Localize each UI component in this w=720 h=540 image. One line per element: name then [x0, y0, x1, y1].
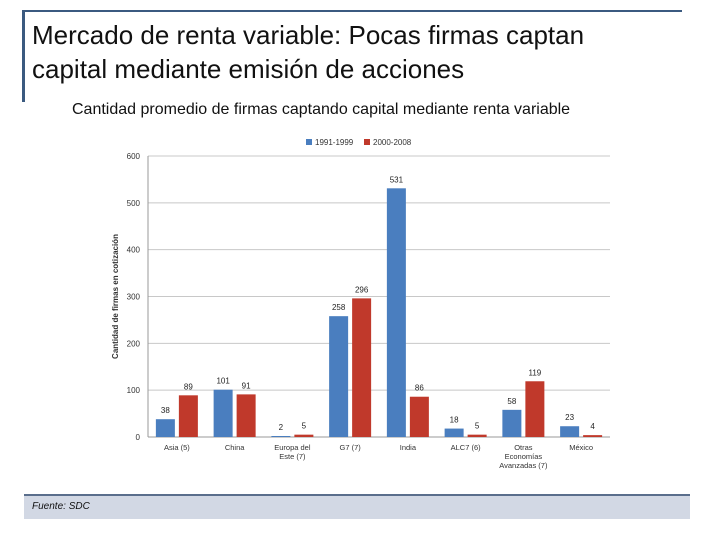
legend-label: 2000-2008	[373, 138, 412, 147]
y-tick-label: 0	[136, 433, 141, 442]
data-label: 91	[242, 381, 251, 390]
bar	[294, 434, 314, 437]
bar	[271, 436, 291, 437]
bar	[213, 389, 233, 437]
data-label: 101	[216, 377, 230, 386]
bar	[329, 316, 349, 437]
data-label: 38	[161, 406, 170, 415]
legend-label: 1991-1999	[315, 138, 354, 147]
data-label: 23	[565, 413, 574, 422]
bar	[386, 188, 406, 437]
x-tick-label: Otras Economías Avanzadas (7)	[499, 443, 548, 470]
legend-swatch	[364, 139, 370, 145]
y-tick-label: 200	[127, 339, 141, 348]
y-tick-label: 600	[127, 152, 141, 161]
bar	[236, 394, 256, 437]
chart-subtitle: Cantidad promedio de firmas captando cap…	[72, 101, 571, 118]
bar	[525, 381, 545, 437]
bar	[467, 434, 487, 437]
y-tick-label: 500	[127, 199, 141, 208]
x-tick-label: Asia (5)	[164, 443, 190, 452]
x-tick-label: ALC7 (6)	[451, 443, 482, 452]
x-tick-label: China	[225, 443, 245, 452]
title-frame-top	[22, 10, 682, 12]
bar	[155, 419, 175, 437]
bar-chart: 0 100 200 300 400 500 600 Cantidad de firmas en…	[111, 138, 610, 470]
data-label: 18	[450, 416, 459, 425]
source-note: Fuente: SDC	[32, 501, 90, 512]
data-label: 258	[332, 303, 346, 312]
data-label: 4	[590, 422, 595, 431]
slide-title-line-1: Mercado de renta variable: Pocas firmas …	[32, 20, 585, 50]
x-tick-label: G7 (7)	[339, 443, 361, 452]
y-tick-label: 300	[127, 293, 141, 302]
data-label: 119	[528, 368, 541, 377]
data-label: 58	[507, 397, 516, 406]
data-label: 5	[475, 422, 480, 431]
bar	[352, 298, 372, 437]
x-tick-label: India	[400, 443, 417, 452]
slide-title-line-2: capital mediante emisión de acciones	[32, 54, 465, 84]
bar	[444, 428, 464, 437]
y-axis-title: Cantidad de firmas en cotización	[111, 234, 120, 359]
data-label: 5	[302, 422, 307, 431]
y-tick-label: 100	[127, 386, 141, 395]
bar	[502, 409, 522, 437]
bar	[560, 426, 580, 437]
slide-title: Mercado de renta variable: Pocas firmas …	[32, 18, 692, 86]
data-label: 2	[279, 423, 284, 432]
data-label: 89	[184, 382, 193, 391]
legend-swatch	[306, 139, 312, 145]
x-tick-label: Europa del Este (7)	[274, 443, 311, 461]
data-label: 296	[355, 285, 369, 294]
y-tick-label: 400	[127, 246, 141, 255]
bar	[409, 396, 429, 437]
footer-bar: Fuente: SDC	[24, 494, 690, 519]
title-frame-left	[22, 10, 25, 102]
bar	[178, 395, 198, 437]
x-tick-label: México	[569, 443, 593, 452]
bar	[583, 435, 603, 437]
data-label: 86	[415, 384, 424, 393]
data-label: 531	[390, 175, 404, 184]
